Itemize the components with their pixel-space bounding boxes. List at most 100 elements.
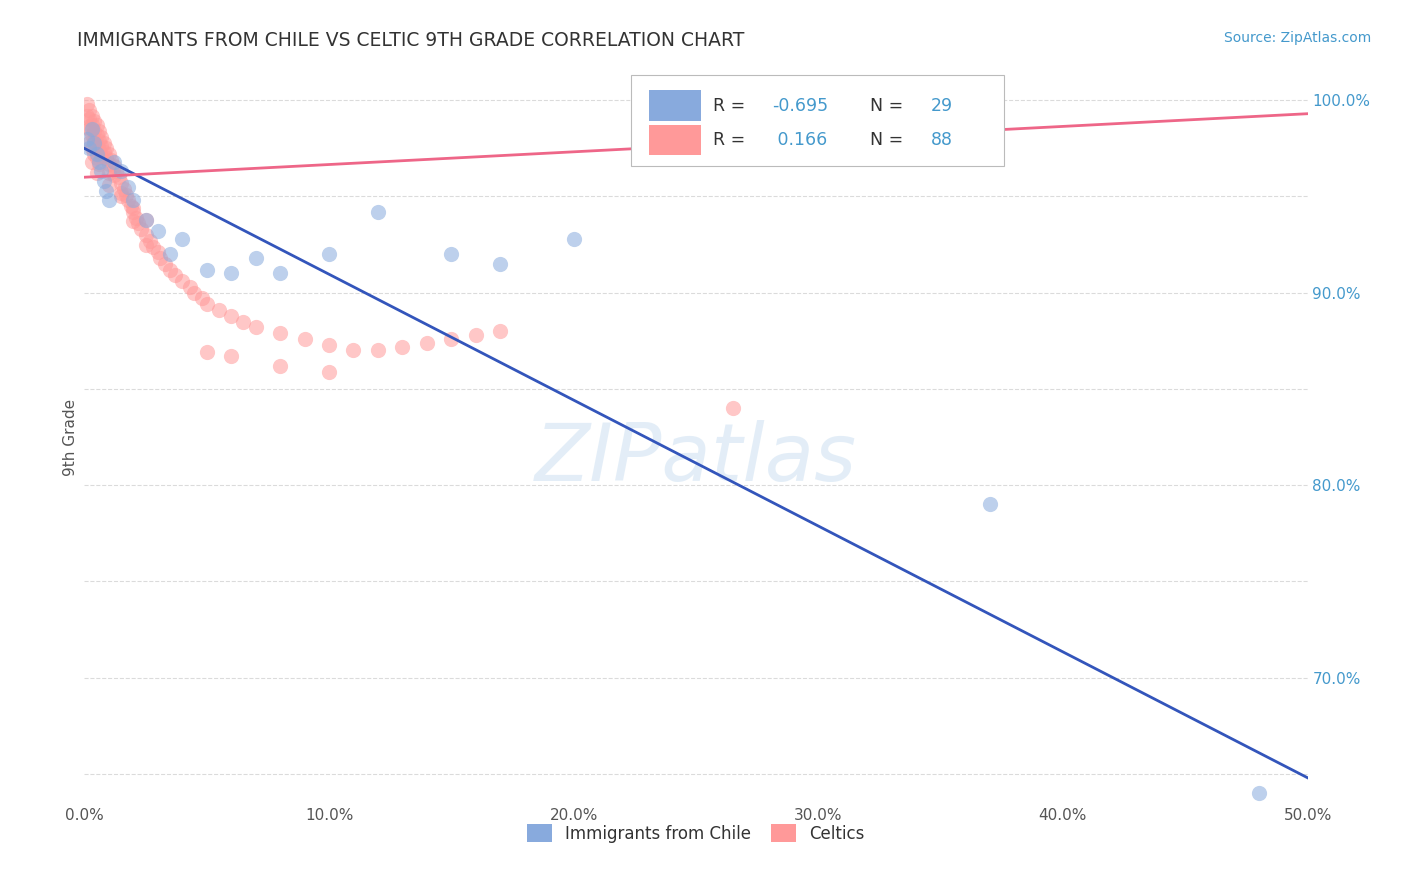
- Point: [93, 174, 115, 188]
- Point: [342, 343, 364, 358]
- Point: [135, 212, 157, 227]
- Point: [117, 194, 139, 208]
- Point: [80, 154, 103, 169]
- Point: [122, 214, 145, 228]
- Point: [100, 153, 122, 167]
- Point: [87, 124, 110, 138]
- Point: [219, 349, 242, 363]
- Text: 0.166: 0.166: [772, 131, 827, 149]
- Point: [112, 182, 135, 196]
- Point: [110, 186, 132, 200]
- Point: [440, 332, 463, 346]
- Point: [219, 267, 242, 281]
- Point: [110, 164, 132, 178]
- Point: [83, 114, 105, 128]
- Point: [115, 187, 138, 202]
- Point: [77, 103, 100, 117]
- Point: [269, 267, 291, 281]
- Point: [80, 122, 103, 136]
- Point: [125, 211, 148, 225]
- Point: [87, 154, 110, 169]
- Point: [979, 498, 1001, 512]
- Point: [83, 136, 105, 150]
- Point: [416, 335, 439, 350]
- Point: [367, 205, 389, 219]
- Y-axis label: 9th Grade: 9th Grade: [63, 399, 77, 475]
- Point: [107, 170, 129, 185]
- Text: N =: N =: [870, 131, 908, 149]
- Point: [96, 184, 118, 198]
- Text: IMMIGRANTS FROM CHILE VS CELTIC 9TH GRADE CORRELATION CHART: IMMIGRANTS FROM CHILE VS CELTIC 9TH GRAD…: [77, 31, 745, 50]
- Point: [195, 262, 218, 277]
- Point: [97, 166, 120, 180]
- Point: [80, 118, 103, 132]
- Point: [77, 122, 100, 136]
- Text: -0.695: -0.695: [772, 96, 828, 115]
- Point: [562, 232, 585, 246]
- Point: [232, 315, 254, 329]
- Point: [489, 324, 512, 338]
- Point: [318, 337, 340, 351]
- Point: [93, 145, 115, 160]
- Text: R =: R =: [713, 131, 751, 149]
- Point: [127, 216, 149, 230]
- Point: [97, 157, 120, 171]
- FancyBboxPatch shape: [650, 90, 700, 121]
- Point: [135, 227, 157, 242]
- Point: [122, 194, 145, 208]
- Point: [367, 343, 389, 358]
- Point: [139, 234, 162, 248]
- Point: [86, 166, 108, 180]
- Text: N =: N =: [870, 96, 908, 115]
- Point: [87, 157, 110, 171]
- Point: [245, 251, 267, 265]
- Point: [183, 285, 205, 300]
- Point: [97, 194, 120, 208]
- Point: [110, 176, 132, 190]
- Point: [86, 137, 108, 152]
- Point: [80, 109, 103, 123]
- Point: [294, 332, 316, 346]
- Point: [96, 151, 118, 165]
- Legend: Immigrants from Chile, Celtics: Immigrants from Chile, Celtics: [520, 818, 872, 849]
- Point: [142, 239, 165, 253]
- Point: [110, 189, 132, 203]
- Point: [129, 222, 152, 236]
- Point: [117, 179, 139, 194]
- Point: [159, 262, 181, 277]
- Point: [87, 143, 110, 157]
- Point: [1247, 786, 1270, 800]
- Point: [77, 141, 100, 155]
- Point: [103, 169, 125, 183]
- Text: 29: 29: [931, 96, 953, 115]
- Point: [103, 159, 125, 173]
- Point: [219, 309, 242, 323]
- Point: [77, 136, 100, 150]
- Point: [172, 232, 194, 246]
- Point: [76, 132, 98, 146]
- Point: [269, 359, 291, 373]
- Point: [318, 247, 340, 261]
- Point: [83, 134, 105, 148]
- Point: [80, 141, 103, 155]
- Point: [489, 257, 512, 271]
- Point: [122, 201, 145, 215]
- Point: [122, 205, 145, 219]
- Point: [208, 303, 231, 318]
- Text: 88: 88: [931, 131, 953, 149]
- Point: [90, 164, 112, 178]
- Point: [135, 212, 157, 227]
- Text: R =: R =: [713, 96, 751, 115]
- Point: [93, 136, 115, 150]
- Point: [191, 292, 214, 306]
- Point: [179, 280, 201, 294]
- Point: [146, 245, 169, 260]
- Point: [86, 147, 108, 161]
- Point: [105, 164, 128, 178]
- Point: [76, 109, 98, 123]
- Point: [86, 118, 108, 132]
- Point: [80, 128, 103, 142]
- Point: [103, 154, 125, 169]
- FancyBboxPatch shape: [650, 125, 700, 155]
- Point: [464, 328, 486, 343]
